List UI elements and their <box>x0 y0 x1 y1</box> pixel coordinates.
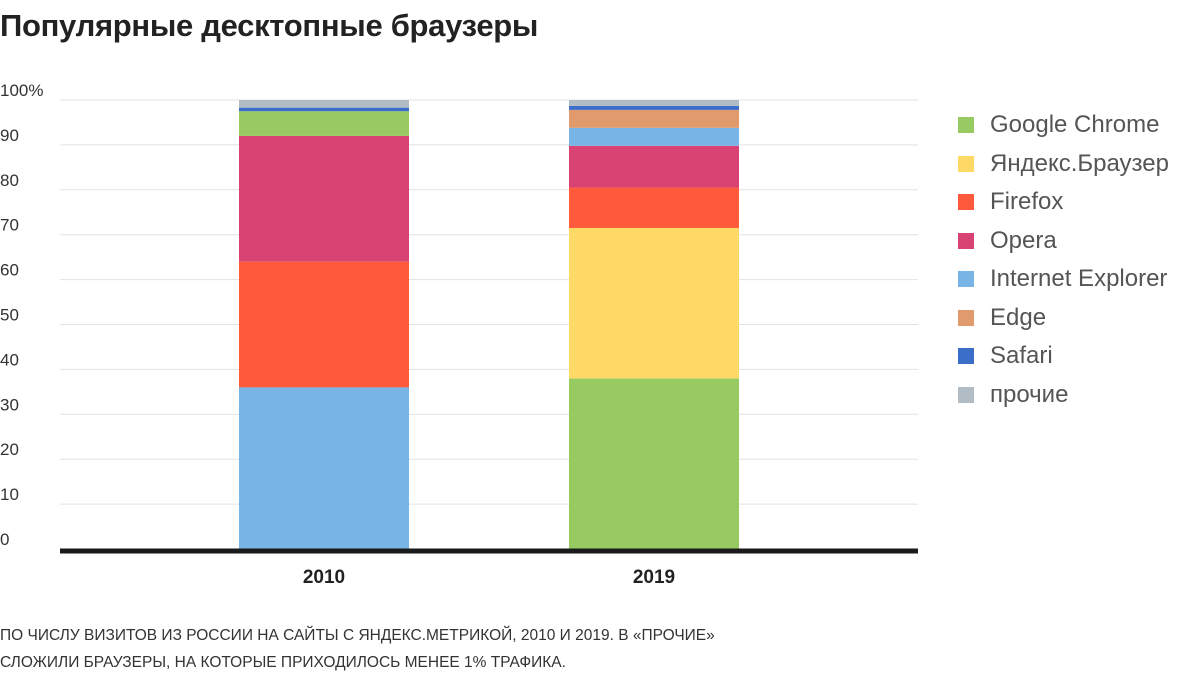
y-tick-label: 90 <box>0 126 19 145</box>
footnote-line-2: СЛОЖИЛИ БРАУЗЕРЫ, НА КОТОРЫЕ ПРИХОДИЛОСЬ… <box>0 654 566 671</box>
y-tick-label: 60 <box>0 261 19 280</box>
legend-swatch <box>958 117 974 134</box>
legend-swatch <box>958 232 974 249</box>
x-tick-label: 2019 <box>633 567 675 588</box>
x-tick-label: 2010 <box>303 567 345 588</box>
bar-segment <box>569 227 739 379</box>
legend-label: Internet Explorer <box>990 265 1168 293</box>
bar-segment <box>239 135 409 262</box>
legend-item: Edge <box>958 299 1190 338</box>
legend-swatch <box>958 309 974 326</box>
y-tick-label: 40 <box>0 350 19 369</box>
legend-item: Google Chrome <box>958 106 1190 145</box>
bar-segment <box>569 127 739 146</box>
y-tick-label: 80 <box>0 171 19 190</box>
legend-swatch <box>958 348 974 365</box>
bar-segment <box>569 100 739 106</box>
bar-segment <box>569 378 739 549</box>
y-tick-label: 0 <box>0 530 9 549</box>
legend-label: Safari <box>990 342 1053 370</box>
legend-item: Firefox <box>958 183 1190 222</box>
legend-label: прочие <box>990 380 1069 408</box>
y-tick-label: 10 <box>0 485 19 504</box>
bar-segment <box>239 100 409 108</box>
legend: Google Chrome Яндекс.Браузер Firefox Opera I… <box>958 106 1190 414</box>
legend-swatch <box>958 194 974 211</box>
bar-segment <box>239 111 409 136</box>
footnote: ПО ЧИСЛУ ВИЗИТОВ ИЗ РОССИИ НА САЙТЫ С ЯН… <box>0 622 1180 676</box>
legend-item: Safari <box>958 337 1190 376</box>
legend-label: Opera <box>990 226 1057 254</box>
legend-swatch <box>958 155 974 172</box>
y-tick-label: 50 <box>0 306 19 325</box>
legend-label: Edge <box>990 303 1047 331</box>
legend-swatch <box>958 386 974 403</box>
legend-item: Internet Explorer <box>958 260 1190 299</box>
y-tick-label: 70 <box>0 216 19 235</box>
legend-label: Google Chrome <box>990 111 1160 139</box>
y-tick-label: 100% <box>0 81 43 100</box>
bar-segment <box>239 107 409 112</box>
bar-segment <box>239 387 409 549</box>
footnote-line-1: ПО ЧИСЛУ ВИЗИТОВ ИЗ РОССИИ НА САЙТЫ С ЯН… <box>0 627 715 644</box>
legend-label: Firefox <box>990 188 1064 216</box>
bar-segment <box>569 105 739 110</box>
legend-item: Яндекс.Браузер <box>958 145 1190 184</box>
y-tick-label: 30 <box>0 395 19 414</box>
legend-item: Opera <box>958 222 1190 261</box>
bar-segment <box>569 109 739 128</box>
chart-title: Популярные десктопные браузеры <box>0 8 539 43</box>
legend-item: прочие <box>958 376 1190 415</box>
bar-segment <box>239 261 409 388</box>
bar-segment <box>569 145 739 188</box>
legend-swatch <box>958 271 974 288</box>
y-tick-label: 20 <box>0 440 19 459</box>
stacked-bar-chart: 0 10 20 30 40 50 60 70 80 90 100% 2010 2019 <box>0 81 918 588</box>
bar-segment <box>569 187 739 228</box>
legend-label: Яндекс.Браузер <box>990 149 1169 177</box>
